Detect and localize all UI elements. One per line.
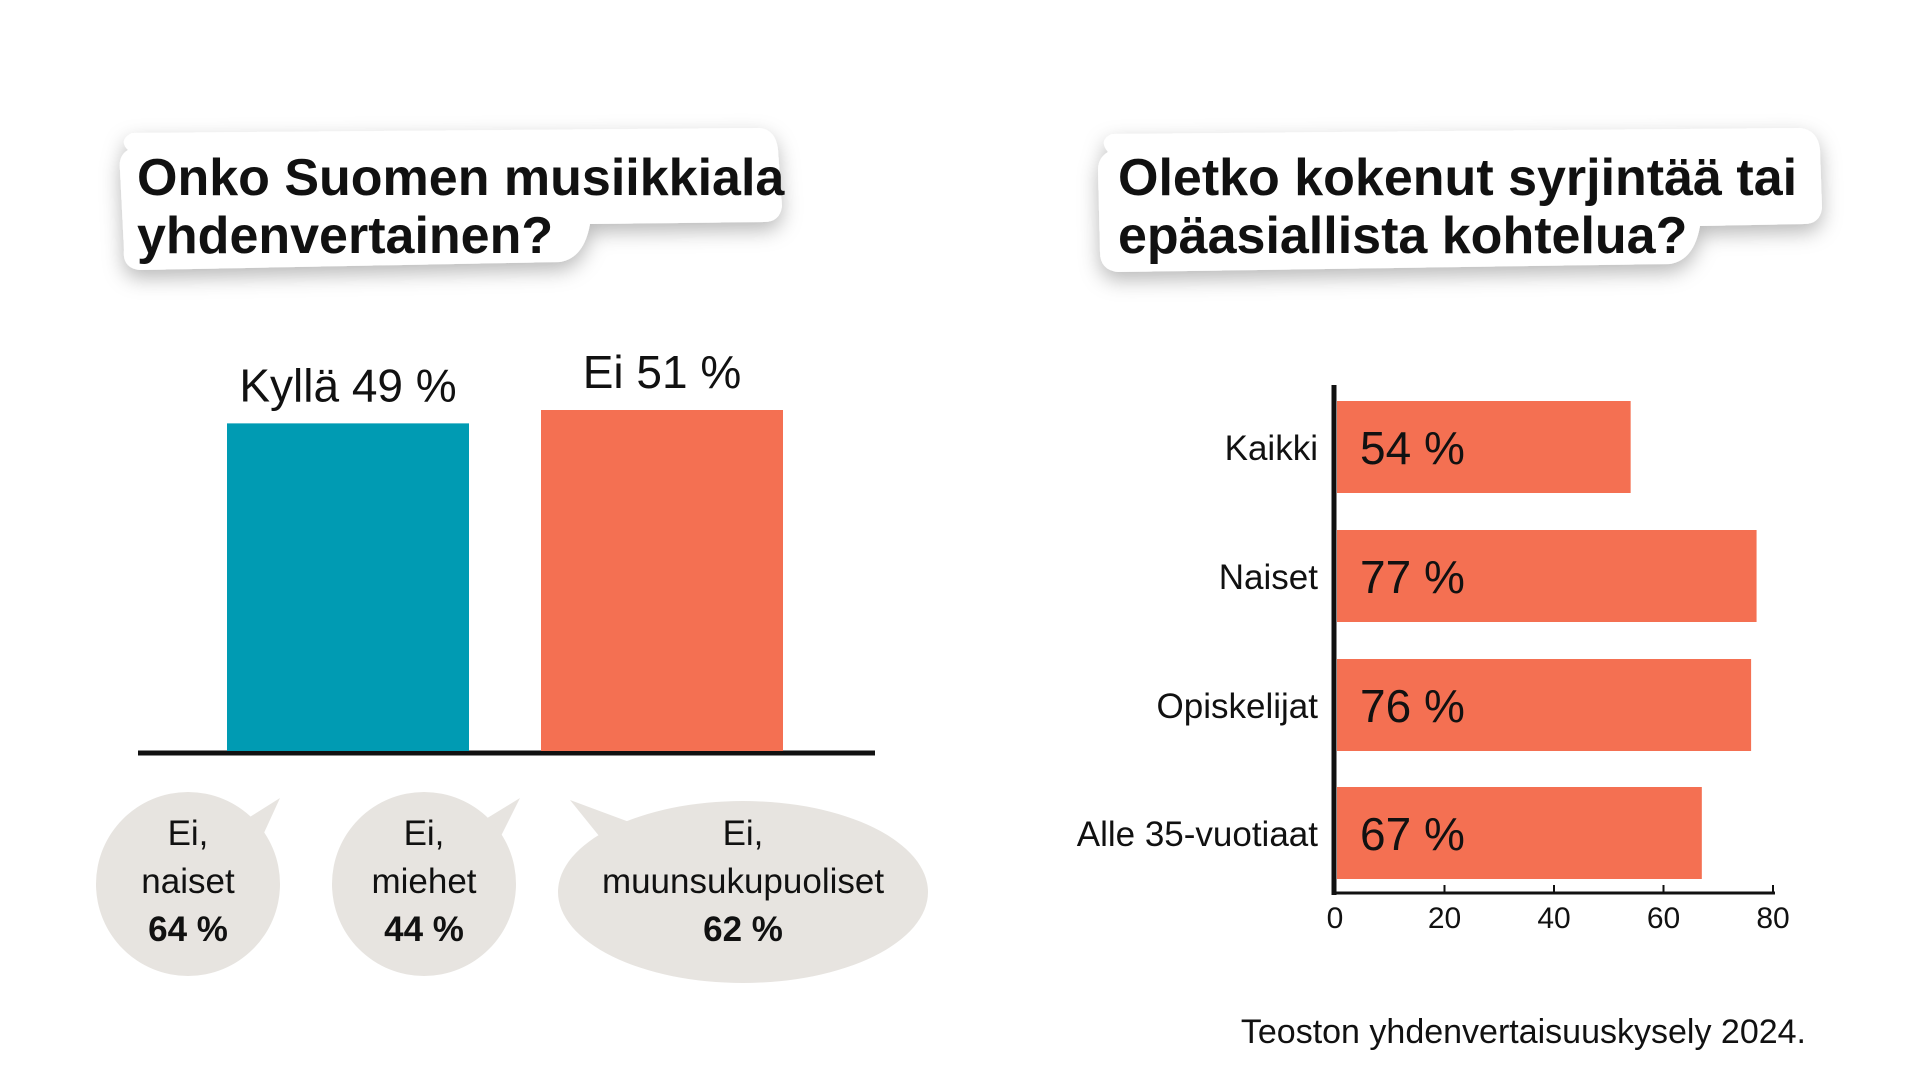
x-tick-label: 20	[1428, 902, 1461, 935]
right-title-line2: epäasiallista kohtelua?	[1118, 207, 1687, 265]
bubble-nonbinary-value: 62 %	[703, 910, 783, 949]
hbar-3	[1337, 787, 1702, 879]
hbar-2	[1337, 659, 1752, 751]
left-title-background	[119, 128, 782, 270]
bubble-nonbinary-line1: Ei,	[723, 814, 764, 853]
left-title-line2: yhdenvertainen?	[137, 207, 553, 265]
value-label: 77 %	[1360, 551, 1465, 603]
bubble-men-value: 44 %	[384, 910, 464, 949]
bubble-nonbinary-line2: muunsukupuoliset	[602, 862, 884, 901]
right-bar-chart: Kaikki 54 % Naiset 77 % Opiskelijat 76 % Alle …	[1077, 385, 1790, 935]
x-tick-label: 60	[1647, 902, 1680, 935]
bar-label-ei: Ei 51 %	[583, 346, 742, 398]
left-bar-chart: Kyllä 49 % Ei 51 %	[138, 346, 875, 756]
left-title-line1: Onko Suomen musiikkiala	[137, 149, 785, 207]
bubble-women-line1: Ei,	[168, 814, 209, 853]
bubble-men: Ei, miehet 44 %	[332, 792, 520, 976]
right-title-line1: Oletko kokenut syrjintää tai	[1118, 149, 1797, 207]
category-label: Opiskelijat	[1157, 687, 1319, 726]
right-title-background	[1098, 128, 1822, 272]
bubbles-group: Ei, naiset 64 % Ei, miehet 44 % Ei, muun…	[96, 792, 928, 983]
bubble-nonbinary: Ei, muunsukupuoliset 62 %	[558, 800, 928, 983]
hbar-1	[1337, 530, 1757, 622]
bubble-shape	[332, 792, 516, 976]
bubble-men-line2: miehet	[371, 862, 476, 901]
left-title-box: Onko Suomen musiikkiala yhdenvertainen?	[119, 128, 785, 270]
bubble-shape	[96, 792, 280, 976]
bar-kyllä	[227, 423, 469, 751]
bubble-shape	[558, 801, 928, 983]
category-label: Alle 35-vuotiaat	[1077, 815, 1319, 854]
x-tick-label: 40	[1537, 902, 1570, 935]
bubble-men-line1: Ei,	[404, 814, 445, 853]
bubble-women: Ei, naiset 64 %	[96, 792, 280, 976]
category-label: Naiset	[1219, 558, 1318, 597]
value-label: 76 %	[1360, 680, 1465, 732]
source-note: Teoston yhdenvertaisuuskysely 2024.	[1241, 1013, 1806, 1051]
right-title-box: Oletko kokenut syrjintää tai epäasiallis…	[1098, 128, 1822, 272]
hbar-0	[1337, 401, 1631, 493]
value-label: 54 %	[1360, 422, 1465, 474]
bubble-women-value: 64 %	[148, 910, 228, 949]
bubble-women-line2: naiset	[141, 862, 235, 901]
bar-ei	[541, 410, 783, 751]
x-tick-label: 80	[1756, 902, 1789, 935]
x-tick-label: 0	[1327, 902, 1344, 935]
category-label: Kaikki	[1225, 429, 1318, 468]
bar-label-kyllä: Kyllä 49 %	[239, 359, 456, 411]
value-label: 67 %	[1360, 808, 1465, 860]
